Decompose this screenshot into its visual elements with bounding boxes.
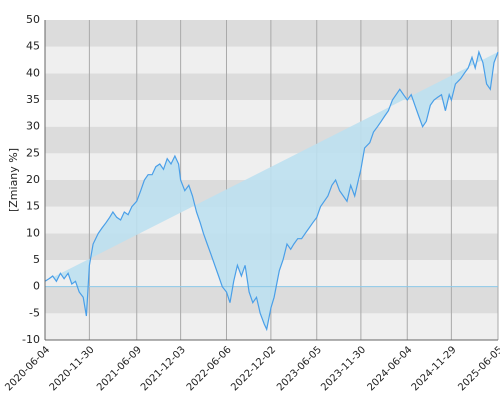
x-tick-label: 2021-12-03 <box>139 344 188 393</box>
y-tick-label: 50 <box>26 13 40 26</box>
y-axis-label: [Zmiany %] <box>7 148 20 212</box>
band <box>45 313 498 340</box>
x-tick-label: 2020-11-30 <box>48 344 97 393</box>
y-tick-label: 0 <box>33 280 40 293</box>
band <box>45 126 498 154</box>
band <box>45 20 498 47</box>
y-tick-label: 35 <box>26 93 40 106</box>
band <box>45 46 498 74</box>
y-tick-label: 45 <box>26 40 40 53</box>
x-tick-label: 2022-06-06 <box>185 344 234 393</box>
y-tick-label: 30 <box>26 120 40 133</box>
x-tick-label: 2023-06-05 <box>275 344 324 393</box>
x-tick-label: 2022-12-02 <box>229 344 278 393</box>
y-tick-label: -5 <box>29 306 40 319</box>
y-tick-label: 40 <box>26 66 40 79</box>
x-tick-label: 2024-06-04 <box>366 344 415 393</box>
x-tick-label: 2025-06-05 <box>456 344 500 393</box>
x-tick-label: 2020-06-04 <box>3 344 52 393</box>
y-tick-label: 5 <box>33 253 40 266</box>
area <box>45 52 498 330</box>
y-tick-label: 25 <box>26 146 40 159</box>
y-tick-label: 10 <box>26 226 40 239</box>
y-tick-label: 20 <box>26 173 40 186</box>
x-tick-label: 2021-06-09 <box>95 344 144 393</box>
y-tick-label: 15 <box>26 200 40 213</box>
x-tick-label: 2024-11-29 <box>410 344 459 393</box>
y-tick-label: -10 <box>22 333 40 346</box>
line <box>44 49 499 332</box>
x-tick-label: 2023-11-30 <box>319 344 368 393</box>
